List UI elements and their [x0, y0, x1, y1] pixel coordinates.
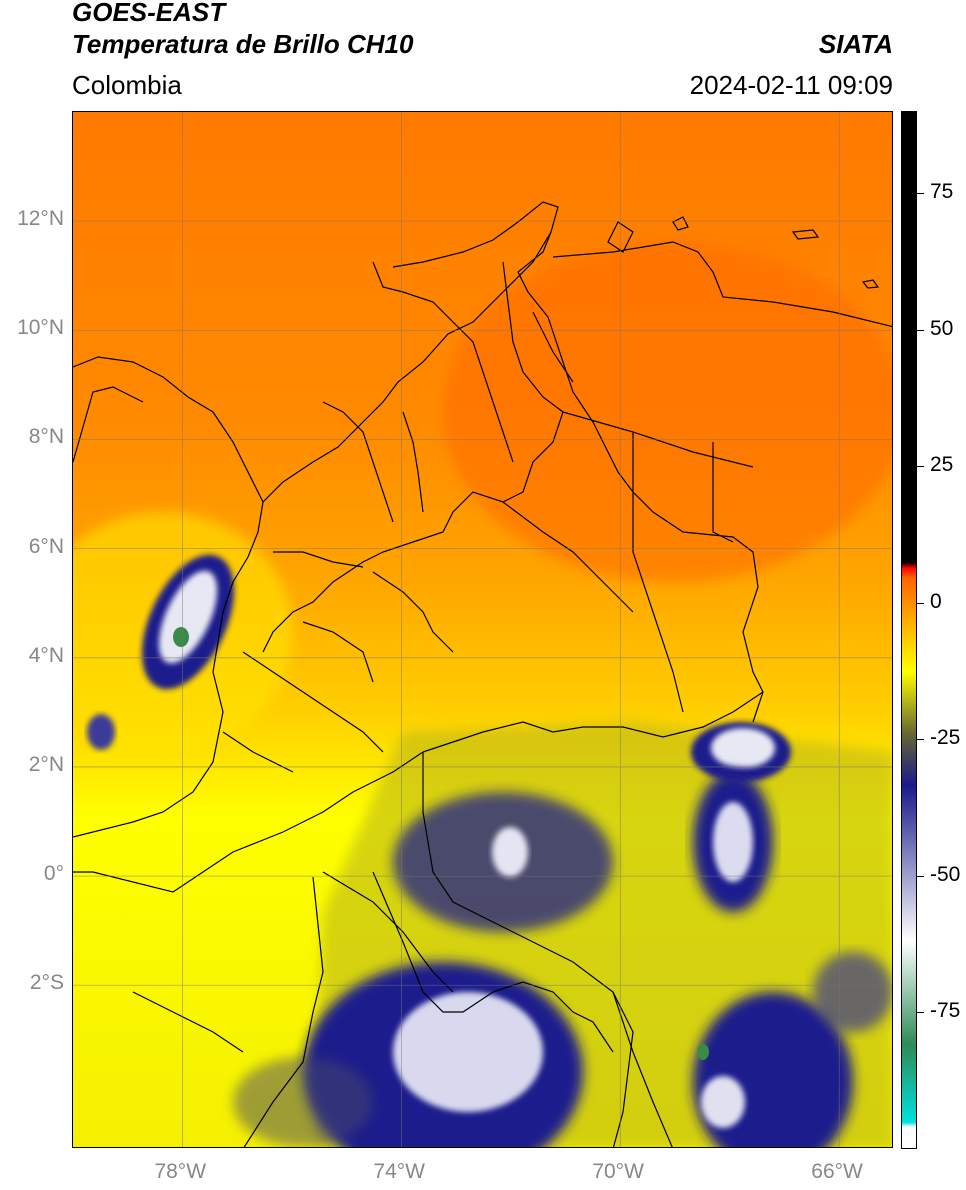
colorbar-tick: [917, 466, 924, 468]
colorbar-tick: [917, 329, 924, 331]
colorbar-tick: [917, 875, 924, 877]
warm-region: [443, 242, 892, 582]
colorbar-tick: [917, 1012, 924, 1014]
lon-tick-label: 70°W: [592, 1160, 644, 1183]
satellite-map: [72, 111, 893, 1148]
coastlines-borders: [73, 201, 892, 1147]
lon-tick-label: 74°W: [373, 1160, 425, 1183]
colorbar-tick-label: -75: [930, 999, 961, 1023]
colorbar-tick-label: 0: [930, 589, 942, 613]
lat-tick-label: 8°N: [28, 425, 64, 449]
colorbar: [901, 111, 917, 1149]
cold-clouds: [87, 554, 892, 1147]
colorbar-tick: [917, 192, 924, 194]
title-line1: GOES-EAST: [72, 0, 226, 27]
colorbar-tick-label: 50: [930, 316, 954, 340]
colorbar-tick-label: -25: [930, 726, 961, 750]
colorbar-tick-label: 25: [930, 453, 954, 477]
lon-tick-label: 78°W: [154, 1160, 207, 1183]
colorbar-tick: [917, 602, 924, 604]
lat-tick-label: 10°N: [17, 316, 64, 340]
lat-tick-label: 2°N: [28, 752, 64, 776]
graticule: [73, 112, 892, 1147]
lat-tick-label: 2°S: [29, 971, 64, 995]
colorbar-tick-label: -50: [930, 862, 961, 886]
source-label: SIATA: [818, 29, 893, 59]
title-line2: Temperatura de Brillo CH10: [72, 29, 414, 59]
colorbar-tick-label: 75: [930, 179, 954, 203]
map-canvas: [73, 112, 892, 1147]
lon-tick-label: 66°W: [811, 1160, 863, 1183]
lat-tick-label: 6°N: [28, 534, 64, 558]
colorbar-gradient: [902, 112, 916, 1148]
lat-tick-label: 0°: [43, 862, 64, 886]
region-label: Colombia: [72, 70, 182, 100]
datetime-label: 2024-02-11 09:09: [689, 70, 893, 100]
colorbar-tick: [917, 739, 924, 741]
lat-tick-label: 4°N: [28, 643, 64, 667]
lat-tick-label: 12°N: [17, 207, 64, 231]
